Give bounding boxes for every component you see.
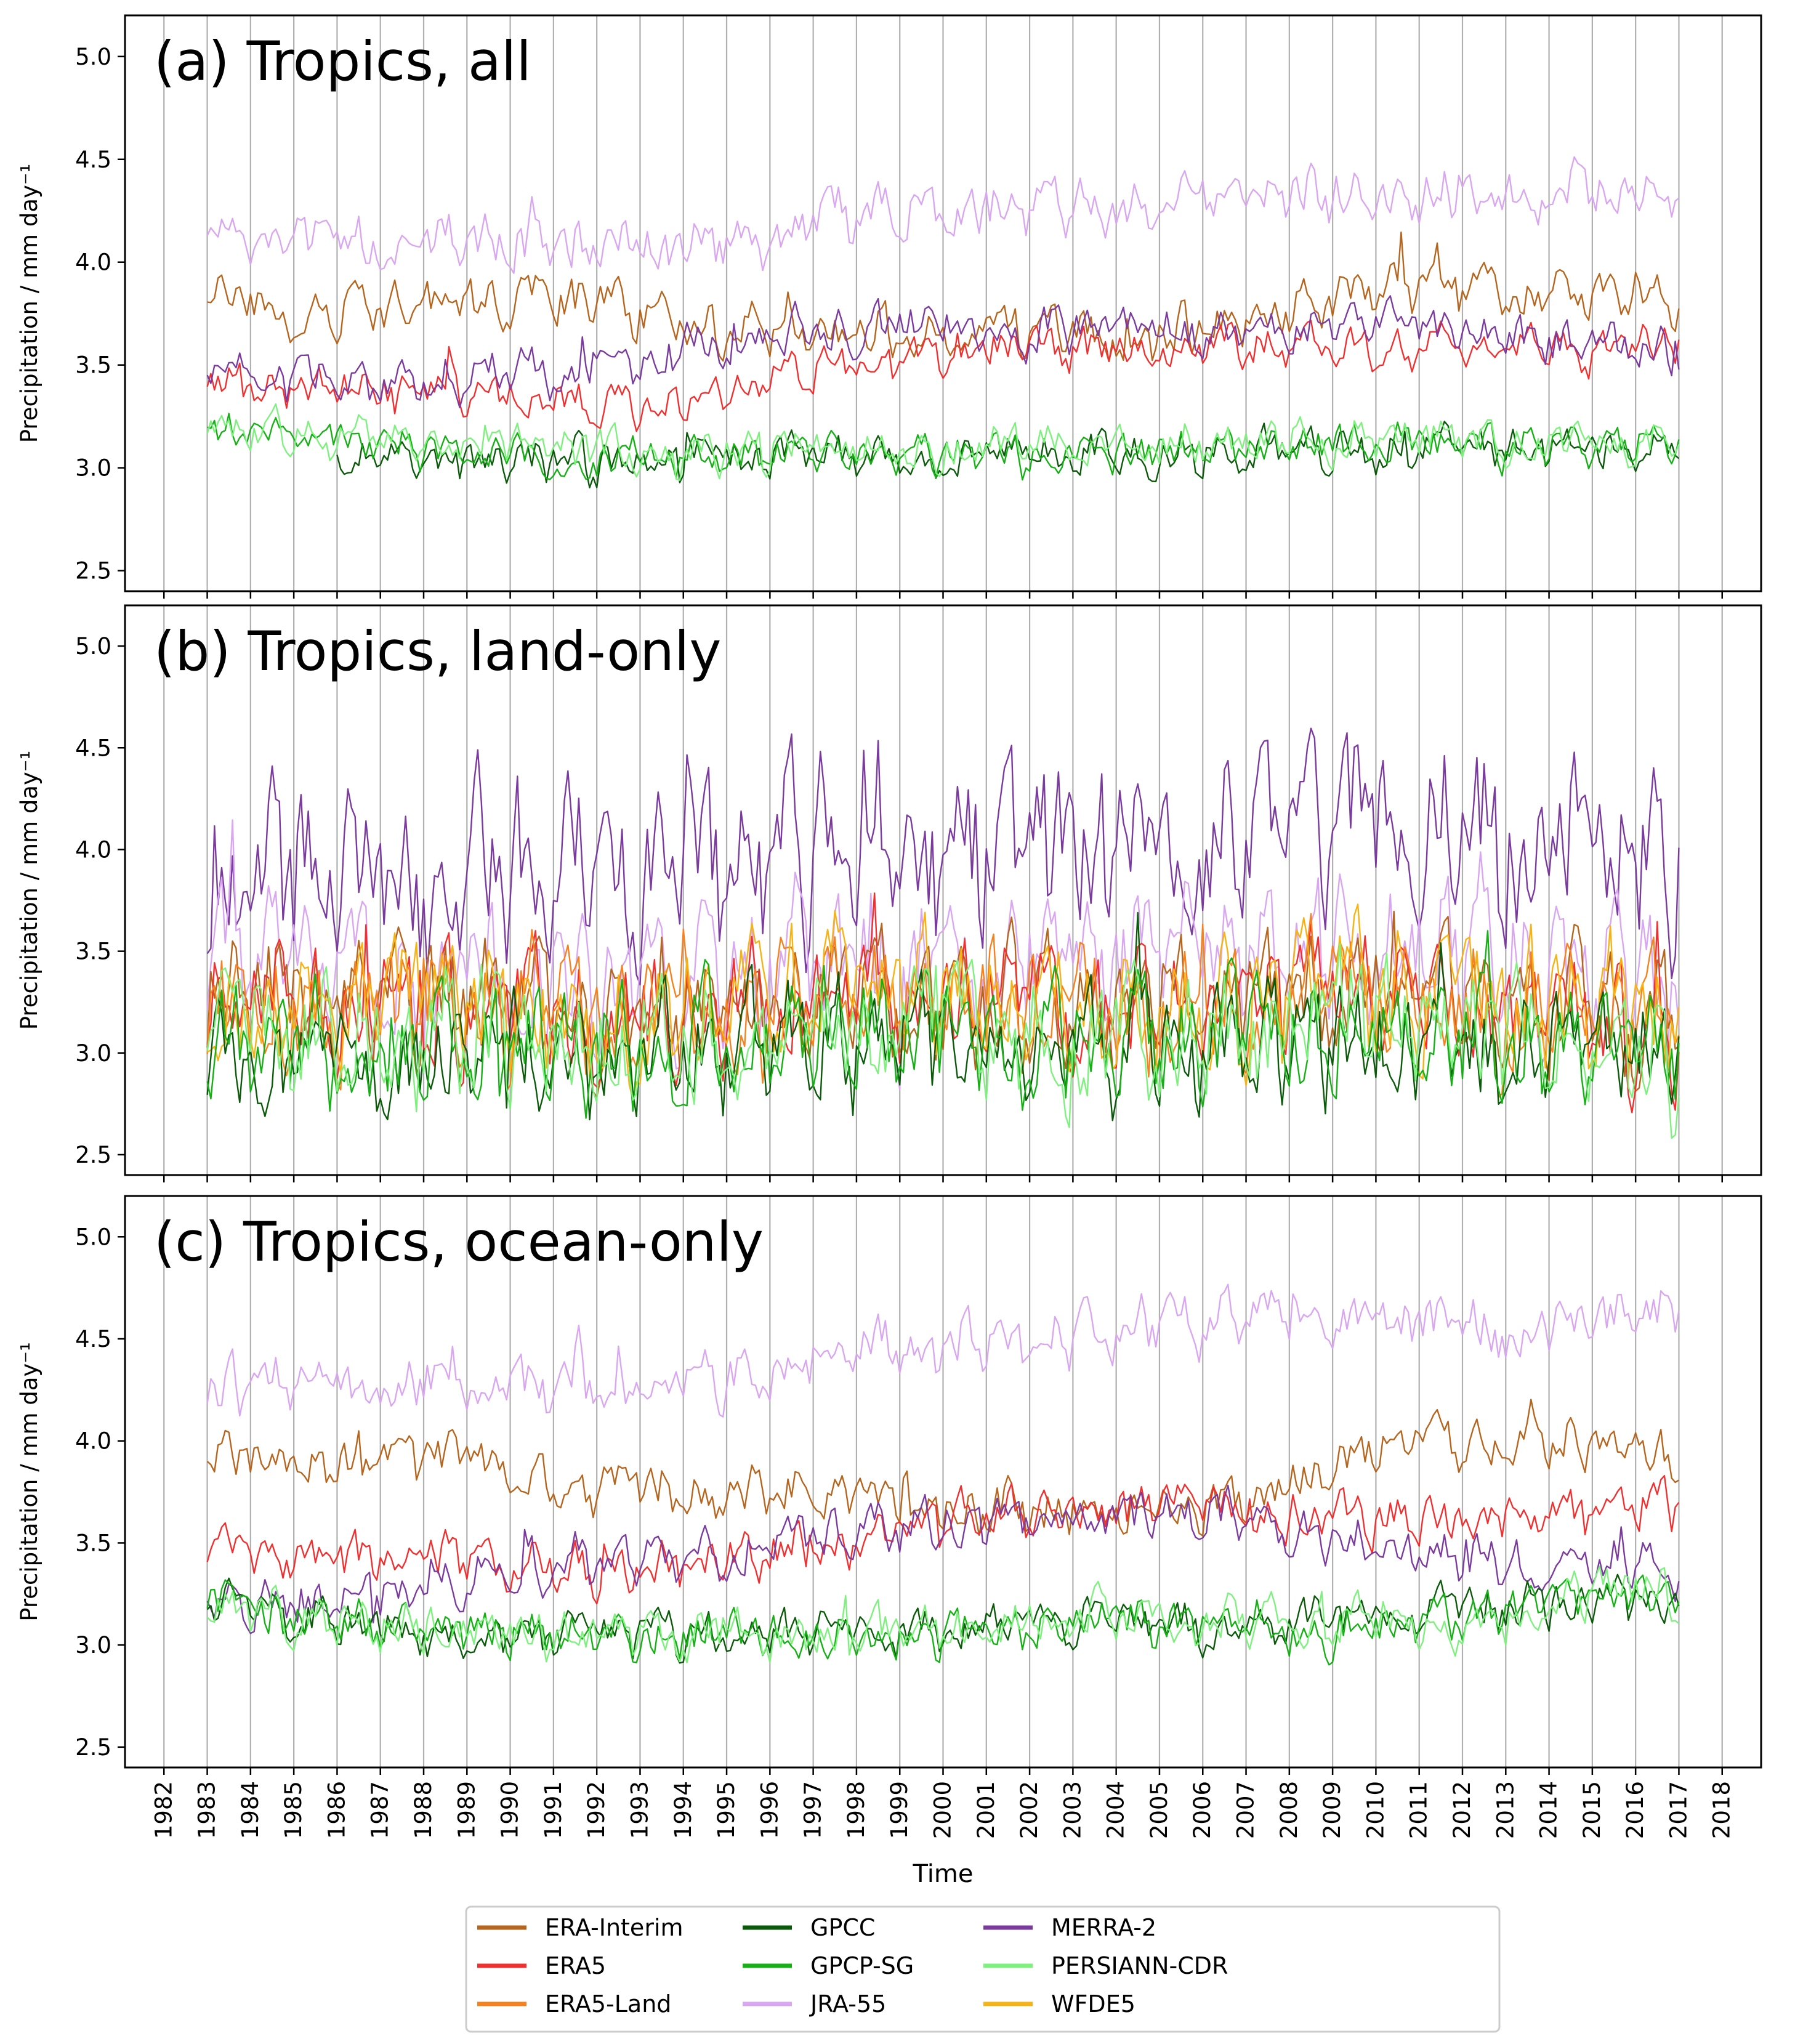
series-group	[206, 156, 1680, 489]
x-tick-label: 1999	[886, 1781, 913, 1839]
x-tick-label: 1994	[670, 1781, 696, 1839]
x-tick-label: 1993	[626, 1781, 653, 1839]
x-tick-label: 2018	[1709, 1781, 1735, 1839]
y-tick-label: 4.0	[75, 1428, 111, 1455]
plot-frame	[124, 604, 1762, 1176]
x-tick-label: 1997	[800, 1781, 826, 1839]
plot-frame	[124, 1195, 1762, 1769]
series-line-merra-2	[206, 1484, 1680, 1634]
legend: ERA-Interim ERA5 ERA5-Land GPCC GPCP-SG JRA-5…	[465, 1905, 1501, 2033]
x-tick-label: 1990	[497, 1781, 523, 1839]
legend-label-jra-55: JRA-55	[809, 1990, 886, 2018]
y-tick-label: 2.5	[75, 1142, 111, 1168]
series-line-persiann-cdr	[206, 943, 1680, 1139]
series-line-persiann-cdr	[206, 403, 1680, 481]
series-line-merra-2	[206, 295, 1680, 408]
series-line-era5	[206, 320, 1680, 432]
panel-title: (b) Tropics, land-only	[154, 620, 721, 683]
y-tick-label: 4.0	[75, 249, 111, 276]
x-tick-label: 1985	[280, 1781, 307, 1839]
series-group	[206, 1283, 1680, 1666]
legend-label-era-interim: ERA-Interim	[545, 1914, 684, 1941]
x-tick-label: 1989	[453, 1781, 480, 1839]
series-line-era-interim	[207, 231, 1680, 363]
x-tick-label: 2006	[1189, 1781, 1216, 1839]
y-tick-label: 5.0	[75, 44, 111, 70]
x-tick-label: 2000	[930, 1781, 956, 1839]
legend-label-era5: ERA5	[545, 1952, 606, 1979]
x-axis-label: Time	[913, 1860, 974, 1888]
x-tick-label: 2015	[1579, 1781, 1605, 1839]
x-tick-label: 1988	[410, 1781, 437, 1839]
series-line-jra-55	[206, 1283, 1680, 1418]
y-tick-label: 2.5	[75, 1734, 111, 1761]
series-line-gpcp-sg	[206, 930, 1680, 1119]
x-tick-label: 1983	[194, 1781, 220, 1839]
legend-label-persiann-cdr: PERSIANN-CDR	[1051, 1952, 1228, 1979]
x-tick-label: 1982	[150, 1781, 177, 1839]
x-tick-label: 1998	[843, 1781, 869, 1839]
x-tick-label: 2012	[1449, 1781, 1475, 1839]
y-tick-label: 5.0	[75, 1224, 111, 1250]
x-tick-label: 1992	[583, 1781, 610, 1839]
x-tick-label: 2002	[1016, 1781, 1043, 1839]
x-tick-label: 2011	[1406, 1781, 1432, 1839]
x-tick-label: 2004	[1103, 1781, 1129, 1839]
x-tick-label: 2014	[1536, 1781, 1562, 1839]
x-tick-label: 2017	[1665, 1781, 1692, 1839]
x-tick-label: 1996	[756, 1781, 783, 1839]
series-line-wfde5	[207, 903, 1680, 1100]
series-line-persiann-cdr	[206, 1565, 1680, 1663]
x-tick-label: 1991	[540, 1781, 567, 1839]
panel-title: (a) Tropics, all	[154, 30, 531, 93]
y-axis-label: Precipitation / mm day⁻¹	[16, 1342, 42, 1622]
series-line-gpcp-sg	[207, 413, 1680, 481]
y-tick-label: 3.0	[75, 1040, 111, 1067]
series-line-jra-55	[206, 156, 1680, 274]
legend-label-wfde5: WFDE5	[1051, 1990, 1135, 2018]
y-axis-label: Precipitation / mm day⁻¹	[16, 164, 42, 443]
x-tick-label: 2009	[1319, 1781, 1345, 1839]
x-tick-label: 2008	[1276, 1781, 1302, 1839]
legend-label-gpcc: GPCC	[810, 1914, 875, 1941]
panel-a: 2.5 3.0 3.5 4.0 4.5 5.0 Precipitation / mm day…	[16, 14, 1762, 599]
x-tick-label: 2016	[1622, 1781, 1648, 1839]
x-tick-label: 2003	[1059, 1781, 1086, 1839]
x-tick-label: 2010	[1362, 1781, 1389, 1839]
legend-label-era5-land: ERA5-Land	[545, 1990, 671, 2018]
series-line-gpcc	[336, 421, 1680, 489]
panel-b: 2.5 3.0 3.5 4.0 4.5 5.0 Precipitation / mm day…	[16, 604, 1762, 1182]
x-tick-label: 2001	[973, 1781, 999, 1839]
x-tick-label: 1986	[323, 1781, 350, 1839]
y-tick-label: 4.5	[75, 735, 111, 761]
y-axis-label: Precipitation / mm day⁻¹	[16, 751, 42, 1030]
y-tick-label: 4.5	[75, 147, 111, 173]
x-tick-label: 2005	[1146, 1781, 1172, 1839]
y-tick-label: 4.0	[75, 836, 111, 863]
y-tick-label: 3.5	[75, 352, 111, 379]
panel-title: (c) Tropics, ocean-only	[154, 1210, 764, 1274]
plot-frame	[124, 14, 1762, 592]
y-tick-label: 3.0	[75, 1632, 111, 1658]
y-tick-label: 3.0	[75, 455, 111, 482]
x-tick-label: 2013	[1492, 1781, 1519, 1839]
y-tick-label: 2.5	[75, 558, 111, 584]
series-line-merra-2	[206, 727, 1680, 986]
x-tick-label: 1995	[713, 1781, 740, 1839]
series-group	[206, 727, 1680, 1139]
legend-box	[465, 1905, 1501, 2033]
y-tick-label: 5.0	[75, 633, 111, 660]
y-tick-label: 3.5	[75, 1530, 111, 1556]
series-line-era-interim	[206, 1399, 1680, 1537]
x-tick-label: 1984	[237, 1781, 264, 1839]
x-tick-label: 1987	[367, 1781, 393, 1839]
legend-label-merra-2: MERRA-2	[1051, 1914, 1156, 1941]
series-line-era-interim	[206, 910, 1680, 1098]
panel-c: 2.5 3.0 3.5 4.0 4.5 5.0 Precipitation / mm day…	[16, 1195, 1762, 1888]
legend-label-gpcp-sg: GPCP-SG	[810, 1952, 914, 1979]
y-tick-label: 3.5	[75, 939, 111, 965]
x-tick-label: 2007	[1233, 1781, 1259, 1839]
y-tick-label: 4.5	[75, 1326, 111, 1352]
